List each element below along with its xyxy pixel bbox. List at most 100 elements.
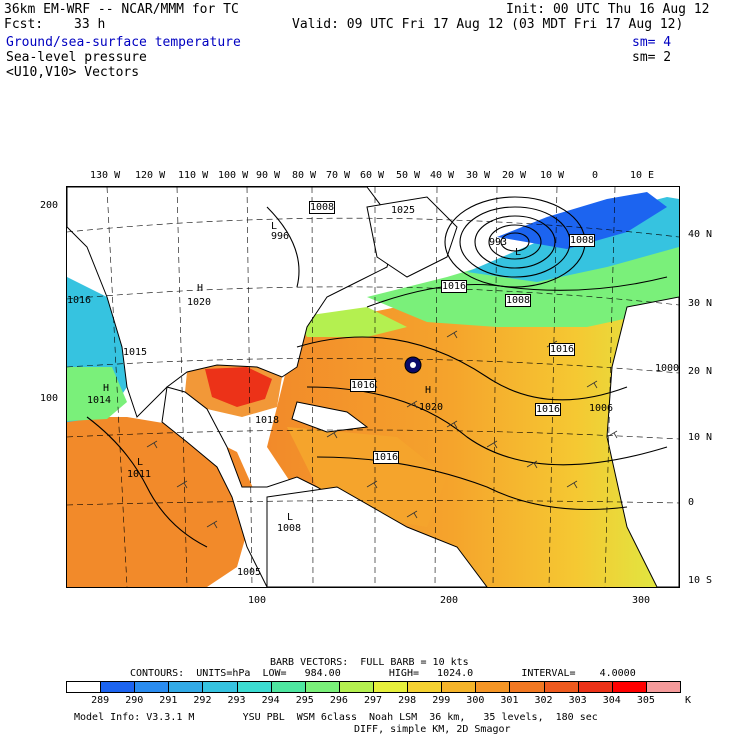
sst-pacific-mild <box>67 367 127 421</box>
contour-label: 1018 <box>255 415 280 426</box>
lon-label: 70 W <box>326 170 351 181</box>
contour-legend: CONTOURS: UNITS=hPa LOW= 984.00 HIGH= 10… <box>130 668 636 679</box>
model-info: Model Info: V3.3.1 M YSU PBL WSM 6class … <box>74 712 598 723</box>
forecast-hours: 33 h <box>74 17 106 32</box>
contour-label: 1014 <box>87 395 112 406</box>
color-bar-label: 301 <box>500 695 519 706</box>
sst-gulf-hot <box>205 367 272 407</box>
color-bar-label: 296 <box>329 695 348 706</box>
africa <box>606 296 679 587</box>
lon-label: 40 W <box>430 170 455 181</box>
sst-coldest <box>497 192 667 249</box>
lon-label: 10 W <box>540 170 565 181</box>
color-bar-swatch <box>100 681 136 693</box>
lat-label: 10 S <box>688 575 713 586</box>
color-bar-swatch <box>645 681 681 693</box>
low-marker: L <box>271 221 278 232</box>
contour-label: 1000 <box>655 363 680 374</box>
color-bar-swatch <box>441 681 477 693</box>
canada-east <box>366 196 458 278</box>
contour-label: 1016 <box>67 295 92 306</box>
color-bar-swatch <box>509 681 545 693</box>
color-bar-swatch <box>577 681 613 693</box>
contour-label: 1020 <box>187 297 212 308</box>
contour-label: 1011 <box>127 469 152 480</box>
color-bar-label: 298 <box>398 695 417 706</box>
color-bar-label: 305 <box>636 695 655 706</box>
grid-y-label: 200 <box>40 200 59 211</box>
contour-label: 1008 <box>505 294 532 307</box>
sst-caribbean <box>287 427 447 527</box>
contour-label: 1020 <box>419 402 444 413</box>
pressure-contours <box>86 196 668 548</box>
lon-label: 90 W <box>256 170 281 181</box>
valid-time: Valid: 09 UTC Fri 17 Aug 12 (03 MDT Fri … <box>292 17 684 32</box>
field-1-title: Ground/sea-surface temperature <box>6 35 241 50</box>
contour-label: 1016 <box>350 379 377 392</box>
cyclone-eye <box>410 362 416 368</box>
forecast-label: Fcst: <box>4 17 44 32</box>
contour-label: 996 <box>271 231 290 242</box>
color-bar-swatch <box>134 681 170 693</box>
color-bar-swatch <box>407 681 443 693</box>
color-bar-swatch <box>338 681 374 693</box>
contour-label: 1005 <box>237 567 262 578</box>
sst-gulfstream <box>297 307 407 337</box>
color-bar-label: 302 <box>534 695 553 706</box>
color-bar-label: 290 <box>125 695 144 706</box>
color-bar-label: 291 <box>159 695 178 706</box>
lon-label: 130 W <box>90 170 121 181</box>
lat-label: 0 <box>688 497 695 508</box>
field-2-title: Sea-level pressure <box>6 50 147 65</box>
color-bar-label: 289 <box>91 695 110 706</box>
contour-label: 1015 <box>123 347 148 358</box>
lat-label: 30 N <box>688 298 713 309</box>
low-marker: L <box>287 512 294 523</box>
low-marker: L <box>137 457 144 468</box>
grid-x-label: 100 <box>248 595 267 606</box>
north-america <box>67 187 398 418</box>
field-3-title: <U10,V10> Vectors <box>6 65 140 80</box>
color-bar-label: 299 <box>432 695 451 706</box>
lon-label: 80 W <box>292 170 317 181</box>
lon-label: 110 W <box>178 170 209 181</box>
low-marker: L <box>515 247 522 258</box>
south-america <box>266 486 488 587</box>
grid-x-label: 200 <box>440 595 459 606</box>
color-bar-swatch <box>66 681 102 693</box>
lat-label: 20 N <box>688 366 713 377</box>
color-bar-swatch <box>611 681 647 693</box>
high-marker: H <box>425 385 432 396</box>
contour-label: 1008 <box>569 234 596 247</box>
cuba <box>291 401 369 433</box>
contour-label: 1008 <box>309 201 336 214</box>
contour-label: 1016 <box>549 343 576 356</box>
lat-label: 10 N <box>688 432 713 443</box>
color-bar-label: 300 <box>466 695 485 706</box>
color-bar-label: 294 <box>261 695 280 706</box>
color-bar-label: 292 <box>193 695 212 706</box>
barb-legend: BARB VECTORS: FULL BARB = 10 kts <box>270 657 469 668</box>
contour-label: 1016 <box>441 280 468 293</box>
lon-label: 50 W <box>396 170 421 181</box>
color-bar-label: 293 <box>227 695 246 706</box>
high-marker: H <box>197 283 204 294</box>
model-info-physics: DIFF, simple KM, 2D Smagor <box>354 724 511 735</box>
color-bar-swatch <box>270 681 306 693</box>
lon-label: 10 E <box>630 170 655 181</box>
grid-x-label: 300 <box>632 595 651 606</box>
contour-label: 1006 <box>589 403 614 414</box>
color-bar-label: 295 <box>295 695 314 706</box>
lon-label: 30 W <box>466 170 491 181</box>
lon-label: 20 W <box>502 170 527 181</box>
contour-label: 1016 <box>373 451 400 464</box>
model-title: 36km EM-WRF -- NCAR/MMM for TC <box>4 2 239 17</box>
color-bar-label: 304 <box>602 695 621 706</box>
color-bar-swatch <box>543 681 579 693</box>
contour-label: 1016 <box>535 403 562 416</box>
color-bar-unit: K <box>684 695 692 706</box>
color-bar-swatch <box>236 681 272 693</box>
weather-map: 1008 1025 996 1016 1008 1008 1020 1016 1… <box>66 186 680 588</box>
color-bar-swatch <box>304 681 340 693</box>
lon-label: 120 W <box>135 170 166 181</box>
